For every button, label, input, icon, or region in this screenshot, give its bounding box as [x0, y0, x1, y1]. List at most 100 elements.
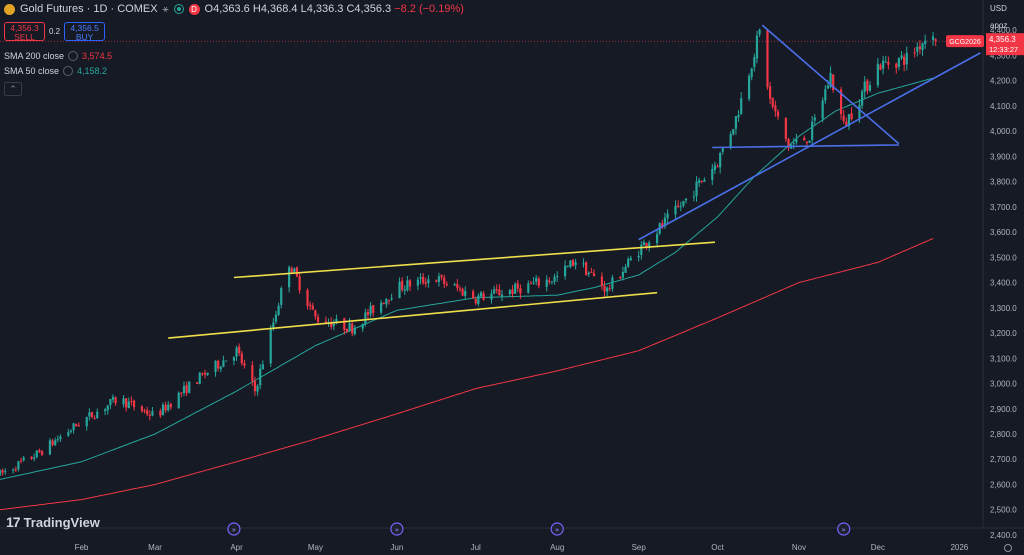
sell-button[interactable]: 4,356.3 SELL	[4, 22, 45, 42]
candle-body	[111, 396, 115, 400]
y-tick-label: 3,900.0	[990, 152, 1017, 161]
candle-body	[309, 304, 312, 307]
indicator-sma50[interactable]: SMA 50 close 4,158.2	[4, 66, 107, 76]
candle-body	[343, 318, 346, 330]
ohlc-readout: O4,363.6 H4,368.4 L4,336.3 C4,356.3 −8.2…	[205, 3, 464, 15]
x-tick-label: Apr	[230, 543, 243, 552]
candle-body	[850, 113, 853, 120]
tradingview-logo[interactable]: 17 TradingView	[6, 514, 100, 530]
candle-body	[808, 140, 811, 143]
indicator-sma200[interactable]: SMA 200 close 3,574.5	[4, 51, 112, 61]
candle-body	[140, 406, 144, 412]
candle-body	[330, 321, 333, 327]
candle-body	[69, 430, 73, 432]
candle-body	[17, 461, 20, 470]
candle-body	[177, 392, 180, 408]
candle-body	[682, 200, 685, 206]
candle-body	[143, 410, 146, 412]
candle-body	[390, 297, 393, 300]
candle-body	[771, 97, 774, 107]
tradingview-logo-icon: 17	[6, 514, 21, 530]
candle-body	[719, 152, 722, 168]
candle-body	[148, 414, 151, 416]
candle-body	[30, 456, 33, 459]
sell-label: SELL	[14, 32, 35, 42]
candle-body	[611, 277, 614, 289]
candle-body	[77, 425, 80, 427]
candle-body	[406, 280, 409, 291]
y-tick-label: 3,700.0	[990, 203, 1017, 212]
collapse-indicators-button[interactable]: ⌃	[4, 82, 22, 96]
candle-body	[839, 89, 843, 115]
y-tick-label: 3,400.0	[990, 279, 1017, 288]
candle-body	[222, 360, 225, 367]
x-tick-label: Jun	[390, 543, 403, 552]
channel-upper-line	[233, 241, 715, 279]
candle-body	[353, 327, 356, 335]
candle-body	[0, 470, 2, 476]
candle-body	[934, 39, 937, 42]
candle-body	[811, 121, 814, 140]
triangle-base-line	[712, 144, 899, 149]
symbol-title[interactable]: Gold Futures · 1D · COMEX	[20, 3, 158, 15]
y-tick-label: 4,300.0	[990, 51, 1017, 60]
x-tick-label: Oct	[711, 543, 724, 552]
x-tick-label: Jul	[471, 543, 481, 552]
candle-body	[130, 400, 133, 402]
candle-body	[164, 404, 167, 411]
low-value: L4,336.3	[300, 3, 344, 15]
candle-body	[826, 85, 830, 89]
d-badge: D	[188, 3, 200, 15]
settings-icon[interactable]	[63, 66, 74, 76]
settings-icon[interactable]	[68, 51, 79, 61]
candle-body	[259, 368, 262, 386]
candle-body	[587, 272, 590, 275]
last-price-value: 4,356.3	[989, 35, 1016, 44]
candle-body	[774, 105, 777, 112]
candle-body	[401, 280, 404, 290]
candle-body	[642, 242, 646, 246]
y-tick-label: 2,800.0	[990, 430, 1017, 439]
candle-body	[606, 287, 609, 292]
candle-body	[295, 267, 299, 277]
candle-body	[716, 166, 719, 168]
candle-body	[821, 100, 824, 119]
buy-button[interactable]: 4,356.5 BUY	[64, 22, 106, 42]
candle-body	[619, 277, 622, 279]
candle-body	[913, 52, 916, 54]
indicator-value: 4,158.2	[77, 66, 108, 76]
candle-body	[674, 205, 677, 215]
currency-label[interactable]: USD	[990, 4, 1007, 13]
candle-body	[159, 410, 162, 416]
market-status-icon	[173, 4, 184, 14]
candle-body	[500, 294, 504, 297]
candle-body	[316, 317, 320, 322]
candle-body	[458, 288, 462, 290]
candle-body	[132, 400, 136, 408]
candle-body	[711, 168, 714, 181]
candle-body	[443, 277, 446, 284]
candle-body	[125, 398, 128, 408]
candle-body	[214, 360, 217, 373]
candle-body	[566, 265, 569, 267]
candle-body	[640, 244, 643, 255]
y-tick-label: 3,600.0	[990, 228, 1017, 237]
candle-body	[72, 423, 75, 431]
candle-body	[734, 116, 738, 129]
candle-body	[679, 206, 682, 208]
star-icon[interactable]: ⚹	[162, 3, 169, 15]
scale-mode-label[interactable]: apoz	[990, 21, 1008, 30]
candle-body	[453, 284, 456, 286]
candle-body	[456, 283, 459, 289]
candle-body	[847, 114, 851, 127]
candle-body	[842, 115, 845, 122]
candle-body	[655, 234, 659, 244]
candle-body	[366, 311, 370, 316]
candle-body	[905, 52, 908, 65]
candle-body	[924, 40, 927, 45]
candle-body	[563, 265, 567, 277]
event-marker-icon	[550, 522, 564, 536]
